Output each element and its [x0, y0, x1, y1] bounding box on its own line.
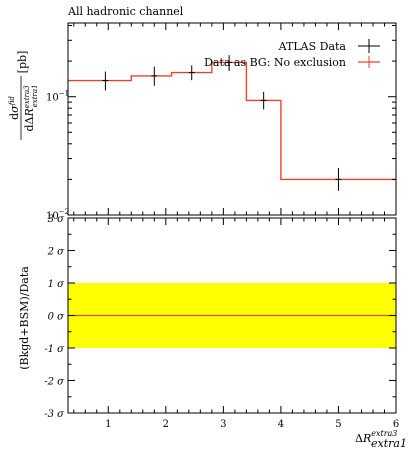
- y-tick-label: 10−1: [46, 90, 69, 104]
- svg-text:dΔRextra3extra1: dΔRextra3extra1: [23, 84, 39, 131]
- ratio-y-tick-label: 3 σ: [48, 214, 66, 225]
- ratio-y-tick-label: -3 σ: [44, 409, 65, 420]
- legend: ATLAS Data Data as BG: No exclusion: [204, 39, 380, 69]
- chart-title: All hadronic channel: [67, 5, 184, 18]
- ratio-y-tick-label: -1 σ: [44, 344, 65, 355]
- main-panel: 10−110−2: [46, 22, 397, 222]
- ratio-y-tick-label: 2 σ: [47, 247, 66, 258]
- main-ylabel: dσfid dΔRextra3extra1 [pb]: [8, 51, 39, 140]
- ratio-y-tick-label: 0 σ: [48, 312, 66, 323]
- x-axis-title: ΔRextra3 extra1: [355, 429, 407, 450]
- ratio-y-tick-label: 1 σ: [48, 279, 66, 290]
- legend-data-label: ATLAS Data: [278, 40, 347, 53]
- svg-text:[pb]: [pb]: [16, 51, 29, 74]
- main-frame: [67, 22, 397, 216]
- x-tick-label: 6: [393, 419, 399, 430]
- prediction-histogram: [68, 61, 396, 181]
- ratio-ylabel: (Bkgd+BSM)/Data: [18, 266, 31, 370]
- ratio-y-tick-label: -2 σ: [44, 377, 65, 388]
- x-tick-label: 1: [105, 419, 111, 430]
- x-tick-label: 3: [220, 419, 226, 430]
- svg-text:extra1: extra1: [371, 437, 407, 450]
- x-tick-label: 4: [278, 419, 284, 430]
- legend-pred-label: Data as BG: No exclusion: [204, 56, 346, 69]
- svg-text:dσfid: dσfid: [8, 96, 21, 120]
- x-tick-label: 2: [163, 419, 169, 430]
- ratio-panel: 3 σ 2 σ 1 σ 0 σ -1 σ -2 σ -3 σ 1 2 3 4 5 6: [44, 214, 399, 430]
- x-tick-label: 5: [335, 419, 341, 430]
